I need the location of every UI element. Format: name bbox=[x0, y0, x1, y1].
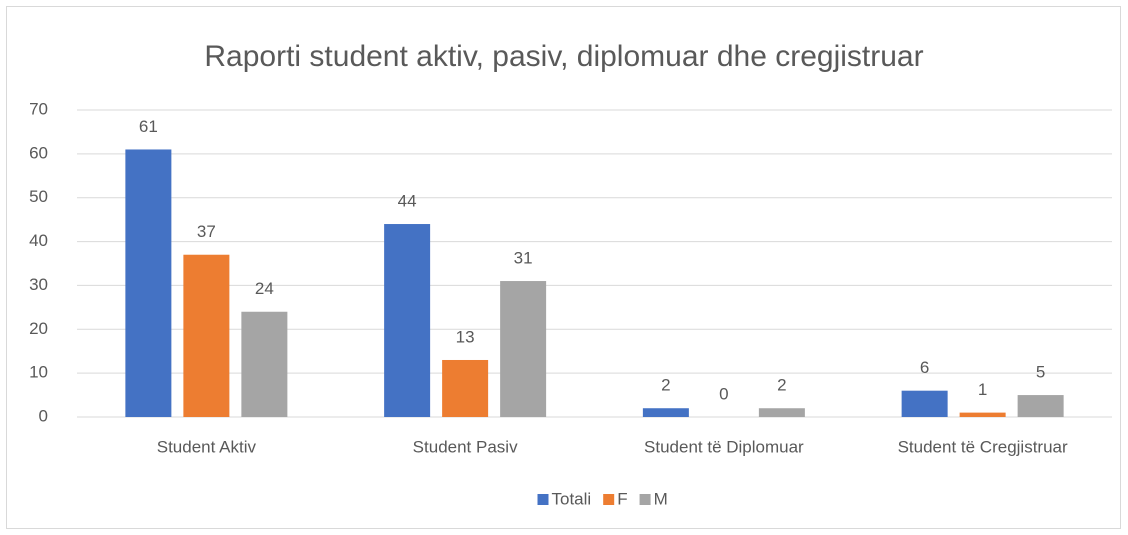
legend-label: Totali bbox=[552, 489, 592, 508]
bar bbox=[442, 359, 489, 417]
bar bbox=[959, 412, 1006, 417]
y-tick-label: 20 bbox=[29, 319, 48, 338]
bar bbox=[183, 254, 230, 417]
data-label: 5 bbox=[1036, 363, 1045, 382]
y-tick-label: 50 bbox=[29, 187, 48, 206]
bar bbox=[758, 408, 805, 417]
legend-swatch bbox=[639, 494, 651, 505]
data-label: 24 bbox=[255, 279, 274, 298]
y-tick-label: 0 bbox=[39, 406, 48, 425]
chart-title: Raporti student aktiv, pasiv, diplomuar … bbox=[204, 40, 923, 73]
data-label: 6 bbox=[920, 358, 929, 377]
legend-swatch bbox=[603, 494, 615, 505]
legend-label: F bbox=[617, 489, 627, 508]
legend-label: M bbox=[654, 489, 668, 508]
legend-swatch bbox=[537, 494, 549, 505]
x-tick-label: Student Aktiv bbox=[157, 437, 257, 456]
x-tick-label: Student të Diplomuar bbox=[644, 437, 804, 456]
data-label: 37 bbox=[197, 222, 216, 241]
data-label: 0 bbox=[719, 384, 728, 403]
bar bbox=[241, 311, 288, 417]
y-tick-label: 60 bbox=[29, 143, 48, 162]
bar bbox=[384, 224, 431, 417]
bar bbox=[642, 408, 689, 417]
bar bbox=[1017, 395, 1064, 417]
x-tick-label: Student Pasiv bbox=[413, 437, 518, 456]
data-label: 61 bbox=[139, 117, 158, 136]
y-tick-label: 30 bbox=[29, 275, 48, 294]
y-tick-label: 70 bbox=[29, 99, 48, 118]
data-label: 2 bbox=[777, 376, 786, 395]
bar bbox=[500, 281, 547, 417]
y-tick-label: 10 bbox=[29, 363, 48, 382]
x-tick-label: Student të Cregjistruar bbox=[898, 437, 1068, 456]
data-label: 1 bbox=[978, 380, 987, 399]
y-tick-label: 40 bbox=[29, 231, 48, 250]
data-label: 13 bbox=[456, 327, 475, 346]
bar bbox=[901, 390, 948, 417]
data-label: 31 bbox=[514, 249, 533, 268]
data-label: 44 bbox=[398, 192, 417, 211]
bar bbox=[125, 149, 172, 417]
data-label: 2 bbox=[661, 376, 670, 395]
